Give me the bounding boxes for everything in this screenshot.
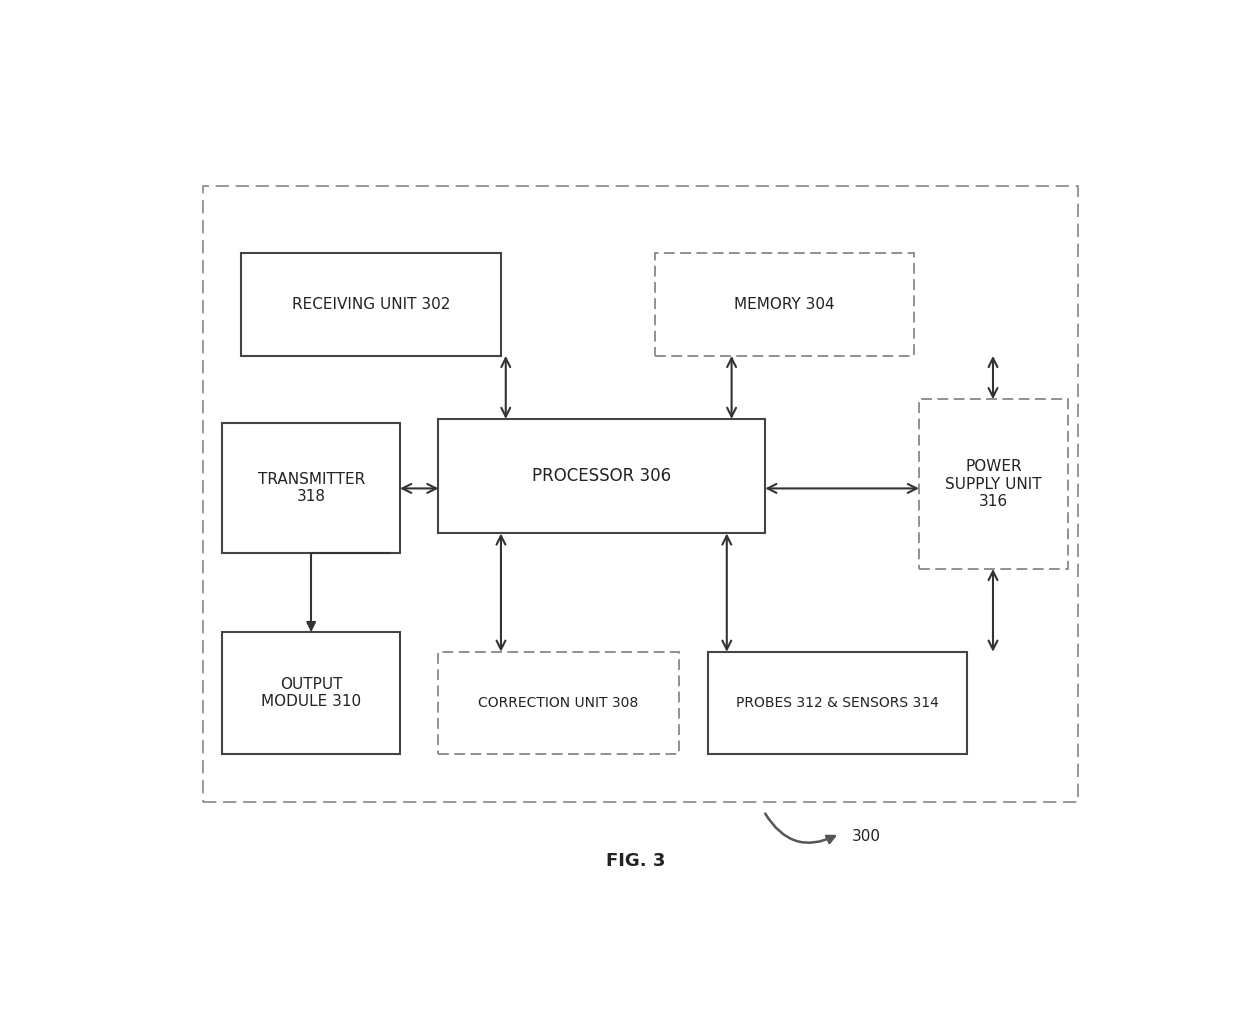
Text: 300: 300 [852, 829, 880, 844]
Text: RECEIVING UNIT 302: RECEIVING UNIT 302 [293, 297, 450, 312]
Text: TRANSMITTER
318: TRANSMITTER 318 [258, 472, 365, 504]
Bar [439, 419, 765, 533]
Bar [655, 253, 914, 356]
Bar [708, 652, 967, 754]
Text: FIG. 3: FIG. 3 [606, 852, 665, 870]
Text: OUTPUT
MODULE 310: OUTPUT MODULE 310 [262, 678, 361, 709]
Bar [222, 423, 401, 554]
Text: POWER
SUPPLY UNIT
316: POWER SUPPLY UNIT 316 [945, 459, 1042, 509]
Bar [242, 253, 501, 356]
Text: PROCESSOR 306: PROCESSOR 306 [532, 467, 671, 485]
Text: CORRECTION UNIT 308: CORRECTION UNIT 308 [479, 696, 639, 710]
Text: MEMORY 304: MEMORY 304 [734, 297, 835, 312]
Bar [203, 187, 1078, 802]
Bar [439, 652, 678, 754]
Bar [919, 399, 1068, 569]
Text: PROBES 312 & SENSORS 314: PROBES 312 & SENSORS 314 [735, 696, 939, 710]
Bar [222, 632, 401, 754]
